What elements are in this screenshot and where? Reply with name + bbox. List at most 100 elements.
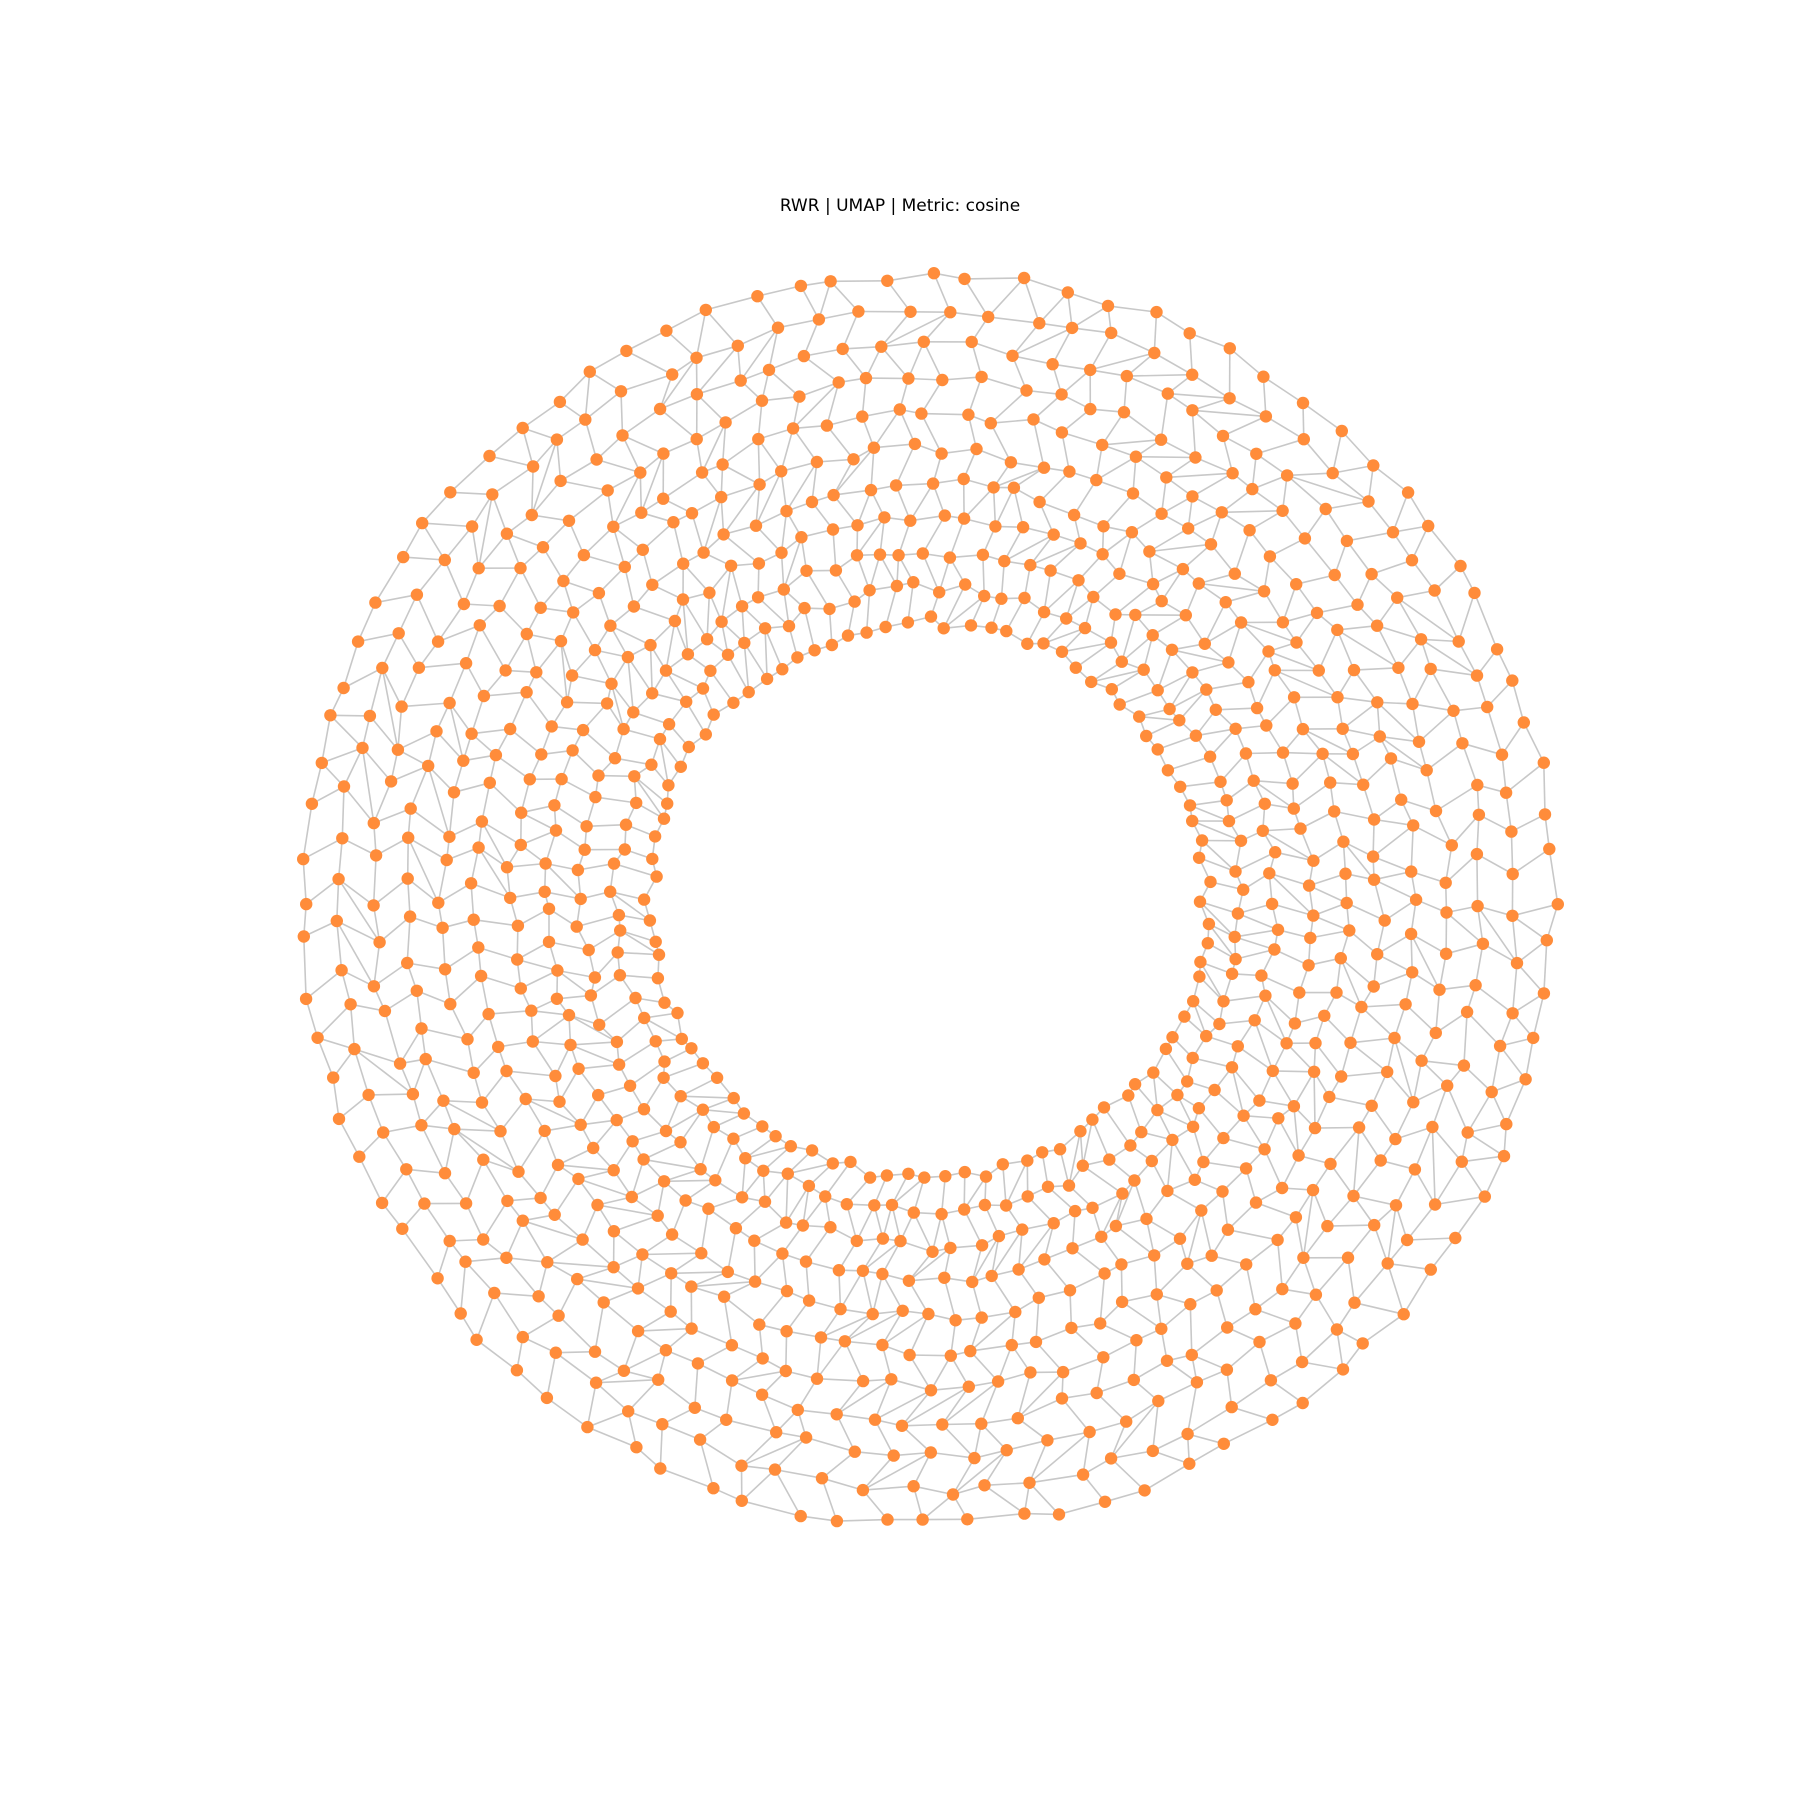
graph-node bbox=[1217, 1131, 1230, 1145]
graph-edge bbox=[1152, 1450, 1190, 1465]
graph-edge bbox=[1511, 915, 1518, 964]
graph-edge bbox=[332, 1077, 340, 1120]
graph-edge bbox=[785, 461, 818, 512]
graph-edge bbox=[1287, 472, 1333, 477]
graph-node bbox=[735, 1494, 748, 1508]
graph-edge bbox=[899, 409, 916, 445]
graph-node bbox=[627, 600, 641, 613]
graph-node bbox=[1499, 786, 1513, 799]
graph-edge bbox=[522, 1219, 583, 1241]
graph-node bbox=[1186, 666, 1199, 679]
graph-node bbox=[1076, 1159, 1090, 1172]
graph-node bbox=[592, 1088, 605, 1102]
graph-edge bbox=[1210, 543, 1236, 575]
graph-node bbox=[1404, 927, 1418, 941]
graph-node bbox=[315, 756, 328, 770]
graph-node bbox=[824, 1221, 837, 1234]
graph-edge bbox=[659, 357, 698, 410]
graph-edge bbox=[908, 1280, 930, 1315]
graph-edge bbox=[1061, 369, 1091, 396]
graph-edge bbox=[1133, 1340, 1138, 1380]
graph-edge bbox=[1403, 1269, 1432, 1315]
graph-node bbox=[799, 1255, 813, 1268]
graph-edge bbox=[520, 829, 557, 846]
graph-edge bbox=[1429, 668, 1455, 712]
graph-edge bbox=[797, 1409, 837, 1416]
graph-node bbox=[680, 695, 693, 708]
graph-node bbox=[657, 447, 670, 460]
graph-edge bbox=[1145, 1218, 1155, 1256]
graph-edge bbox=[1223, 1137, 1265, 1151]
graph-node bbox=[880, 1169, 894, 1182]
graph-node bbox=[812, 313, 826, 326]
graph-node bbox=[864, 483, 878, 497]
graph-node bbox=[1472, 808, 1486, 821]
graph-node bbox=[410, 984, 423, 997]
graph-edge bbox=[476, 1339, 518, 1371]
graph-edge bbox=[1410, 933, 1413, 973]
graph-edge bbox=[1249, 510, 1284, 531]
graph-edge bbox=[1314, 1126, 1360, 1129]
graph-node bbox=[1478, 1190, 1492, 1203]
graph-edge bbox=[942, 1422, 982, 1426]
graph-edge bbox=[757, 285, 802, 297]
graph-node bbox=[645, 758, 658, 771]
graph-node bbox=[362, 1088, 375, 1102]
graph-node bbox=[1259, 989, 1272, 1002]
graph-edge bbox=[1269, 872, 1310, 887]
graph-edge bbox=[757, 438, 782, 472]
graph-node bbox=[1151, 684, 1164, 697]
graph-node bbox=[654, 1462, 667, 1475]
graph-node bbox=[555, 772, 568, 786]
graph-edge bbox=[448, 702, 465, 761]
graph-node bbox=[658, 996, 671, 1009]
graph-edge bbox=[931, 1213, 943, 1252]
graph-node bbox=[562, 514, 576, 527]
graph-edge bbox=[1189, 804, 1230, 822]
graph-edge bbox=[912, 1452, 932, 1487]
graph-edge bbox=[1395, 1126, 1433, 1140]
graph-edge bbox=[1089, 332, 1112, 371]
graph-edge bbox=[740, 327, 779, 382]
graph-node bbox=[1186, 368, 1199, 381]
graph-edge bbox=[369, 667, 384, 717]
graph-node bbox=[902, 372, 915, 385]
graph-edge bbox=[832, 447, 875, 496]
graph-edge bbox=[1386, 1263, 1405, 1315]
graph-node bbox=[465, 727, 478, 740]
graph-node bbox=[538, 1124, 551, 1138]
graph-edge bbox=[774, 1468, 823, 1479]
graph-edge bbox=[663, 1062, 704, 1079]
graph-edge bbox=[302, 803, 313, 860]
graph-edge bbox=[1379, 735, 1428, 771]
graph-node bbox=[848, 1445, 861, 1458]
graph-edge bbox=[1189, 1304, 1193, 1355]
graph-edge bbox=[803, 348, 843, 357]
graph-edge bbox=[662, 471, 703, 500]
graph-node bbox=[805, 495, 819, 509]
plot-title: RWR | UMAP | Metric: cosine bbox=[779, 196, 1021, 216]
graph-edge bbox=[477, 847, 511, 899]
graph-node bbox=[657, 1175, 671, 1188]
graph-node bbox=[1017, 271, 1031, 285]
graph-edge bbox=[800, 285, 820, 320]
graph-edge bbox=[1104, 1489, 1145, 1503]
graph-node bbox=[1032, 1291, 1046, 1305]
graph-node bbox=[1265, 897, 1279, 911]
graph-node bbox=[1060, 612, 1073, 625]
graph-edge bbox=[1216, 1263, 1247, 1292]
graph-node bbox=[644, 638, 657, 652]
graph-edge bbox=[473, 918, 519, 927]
graph-edge bbox=[909, 1354, 951, 1357]
graph-edge bbox=[1166, 1139, 1174, 1191]
graph-edge bbox=[942, 376, 982, 381]
graph-edge bbox=[1262, 827, 1301, 832]
graph-node bbox=[377, 1126, 390, 1139]
graph-edge bbox=[685, 701, 707, 735]
graph-node bbox=[1319, 502, 1332, 516]
graph-node bbox=[770, 1426, 783, 1439]
graph-node bbox=[1024, 1366, 1037, 1379]
graph-edge bbox=[768, 369, 800, 398]
graph-node bbox=[1485, 1085, 1498, 1099]
graph-edge bbox=[1412, 1060, 1423, 1103]
